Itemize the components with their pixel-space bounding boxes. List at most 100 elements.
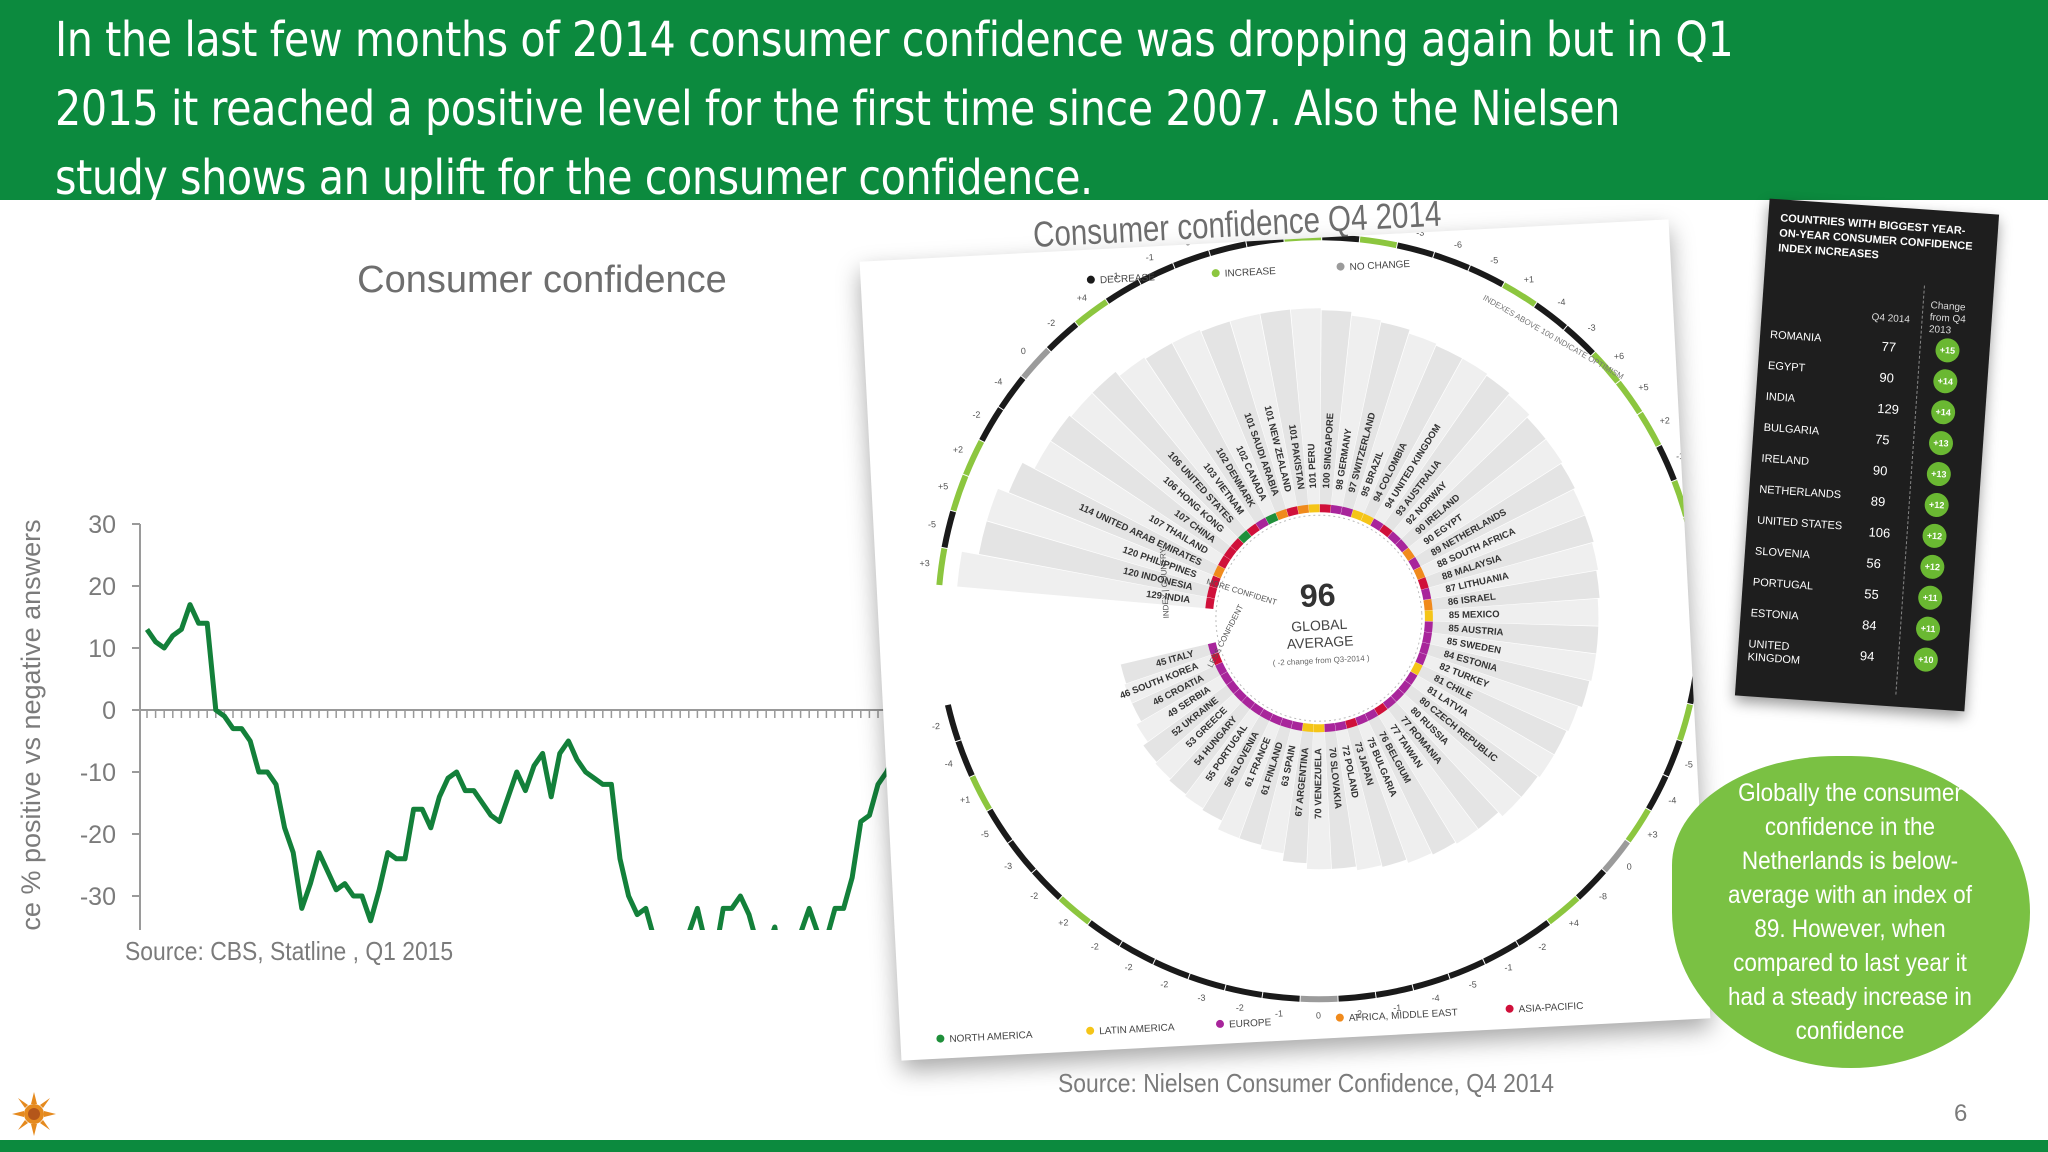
region-marker xyxy=(1230,537,1244,552)
change-rim-segment xyxy=(1671,479,1689,517)
region-marker xyxy=(1211,652,1223,666)
change-rim-segment xyxy=(1105,279,1141,304)
change-rim-segment xyxy=(979,407,1004,442)
line-chart-title: Consumer confidence xyxy=(357,259,727,301)
change-label: +6 xyxy=(1614,351,1625,362)
callout-text: Globally the consumer confidence in the … xyxy=(1728,779,1972,1045)
region-marker xyxy=(1350,509,1364,521)
global-average-value: 96 xyxy=(1299,576,1336,614)
region-marker xyxy=(1269,713,1283,726)
country-bar xyxy=(1425,643,1590,707)
change-rim-segment xyxy=(950,474,969,512)
region-marker xyxy=(1423,598,1433,611)
change-rim-segment xyxy=(1625,808,1651,843)
change-label: -4 xyxy=(1668,795,1677,805)
region-legend-label: NORTH AMERICA xyxy=(949,1030,1033,1045)
biggest-increase-panel: COUNTRIES WITH BIGGEST YEAR-ON-YEAR CONS… xyxy=(1734,198,2000,712)
region-marker xyxy=(1246,523,1260,537)
country-bar xyxy=(1395,692,1521,817)
region-marker xyxy=(1223,546,1237,560)
region-marker xyxy=(1422,631,1432,644)
region-legend-label: LATIN AMERICA xyxy=(1099,1022,1175,1037)
region-legend-dot xyxy=(1086,1026,1095,1035)
index-country-header: INDEX | COUNTRY xyxy=(1158,547,1171,618)
change-label: +2 xyxy=(1691,488,1702,499)
y-tick-label: -20 xyxy=(80,821,116,849)
change-label: -1 xyxy=(1393,1003,1402,1013)
region-marker xyxy=(1205,597,1215,609)
change-label: -1 xyxy=(1504,962,1513,972)
panel-index: 56 xyxy=(1865,555,1882,572)
nielsen-infographic: 129 INDIA +3 120 INDONESIA -5 120 PHILIPPINE… xyxy=(859,219,1711,1061)
panel-col-q4: Q4 2014 xyxy=(1871,311,1911,326)
region-marker xyxy=(1334,720,1347,731)
country-bar xyxy=(1386,700,1499,829)
country-bar xyxy=(1331,315,1381,509)
change-rim-segment xyxy=(1396,242,1435,258)
country-bar xyxy=(1155,692,1243,779)
change-label: +5 xyxy=(938,481,949,492)
global-average-label1: GLOBAL xyxy=(1291,616,1348,635)
panel-country: SLOVENIA xyxy=(1754,545,1811,562)
region-marker xyxy=(1255,517,1269,531)
country-bar xyxy=(1399,417,1546,549)
y-tick-label: 20 xyxy=(88,573,116,601)
change-rim-segment xyxy=(1693,629,1703,667)
change-label: +3 xyxy=(919,558,930,569)
country-bar xyxy=(1306,730,1332,870)
panel-title: COUNTRIES WITH BIGGEST YEAR-ON-YEAR CONS… xyxy=(1777,212,1973,262)
country-bar xyxy=(1335,726,1382,871)
country-bar xyxy=(1169,700,1252,795)
panel-country: EGYPT xyxy=(1767,359,1806,375)
change-rim-segment xyxy=(1615,380,1643,415)
change-label: -2 xyxy=(1236,1002,1245,1012)
change-rim-segment xyxy=(1683,516,1698,554)
change-rim-segment xyxy=(1663,740,1683,777)
change-rim-segment xyxy=(1677,703,1693,741)
country-bar xyxy=(1092,371,1248,540)
region-marker xyxy=(1395,539,1409,553)
region-marker xyxy=(1413,566,1426,580)
change-rim-segment xyxy=(963,439,985,476)
change-rim-segment xyxy=(1448,959,1485,979)
panel-change-badge: +11 xyxy=(1915,615,1941,642)
country-bar xyxy=(1124,654,1217,704)
country-bar xyxy=(1239,723,1292,845)
region-marker xyxy=(1319,504,1331,513)
region-marker xyxy=(1421,587,1432,601)
change-label: -8 xyxy=(1599,891,1608,901)
panel-change-badge: +12 xyxy=(1919,554,1946,580)
country-bar xyxy=(1423,515,1594,589)
header-band: In the last few months of 2014 consumer … xyxy=(0,0,2048,206)
change-label: -2 xyxy=(1160,979,1169,989)
country-bar xyxy=(1120,643,1213,684)
change-label: -1 xyxy=(1111,271,1120,281)
region-marker xyxy=(1226,680,1240,694)
region-marker xyxy=(1313,724,1325,733)
panel-change-badge: +12 xyxy=(1921,523,1948,549)
region-marker xyxy=(1213,565,1226,579)
region-legend-dot xyxy=(1505,1004,1514,1013)
y-tick-label: 0 xyxy=(102,697,116,725)
change-rim-segment xyxy=(1687,666,1700,705)
country-bar xyxy=(1034,441,1226,566)
country-bar xyxy=(1201,321,1287,515)
region-marker xyxy=(1410,662,1423,676)
change-rim-segment xyxy=(1262,992,1300,1002)
country-bar xyxy=(1391,395,1530,541)
region-marker xyxy=(1370,518,1384,531)
change-label: -2 xyxy=(932,721,941,731)
panel-change-badge: +12 xyxy=(1923,492,1950,518)
change-label: -2 xyxy=(1091,941,1100,951)
change-rim-segment xyxy=(941,510,957,549)
change-label: +1 xyxy=(960,795,971,806)
panel-change-badge: +10 xyxy=(1913,646,1939,673)
panel-country: ESTONIA xyxy=(1750,607,1800,623)
region-marker xyxy=(1404,671,1418,685)
source-cbs: Source: CBS, Statline , Q1 2015 xyxy=(125,936,454,966)
country-label: 100 SINGAPORE xyxy=(1321,413,1336,489)
country-bar xyxy=(1346,723,1407,867)
region-marker xyxy=(1207,642,1219,655)
change-label: +2 xyxy=(1659,415,1670,426)
change-rim-segment xyxy=(1483,941,1519,965)
